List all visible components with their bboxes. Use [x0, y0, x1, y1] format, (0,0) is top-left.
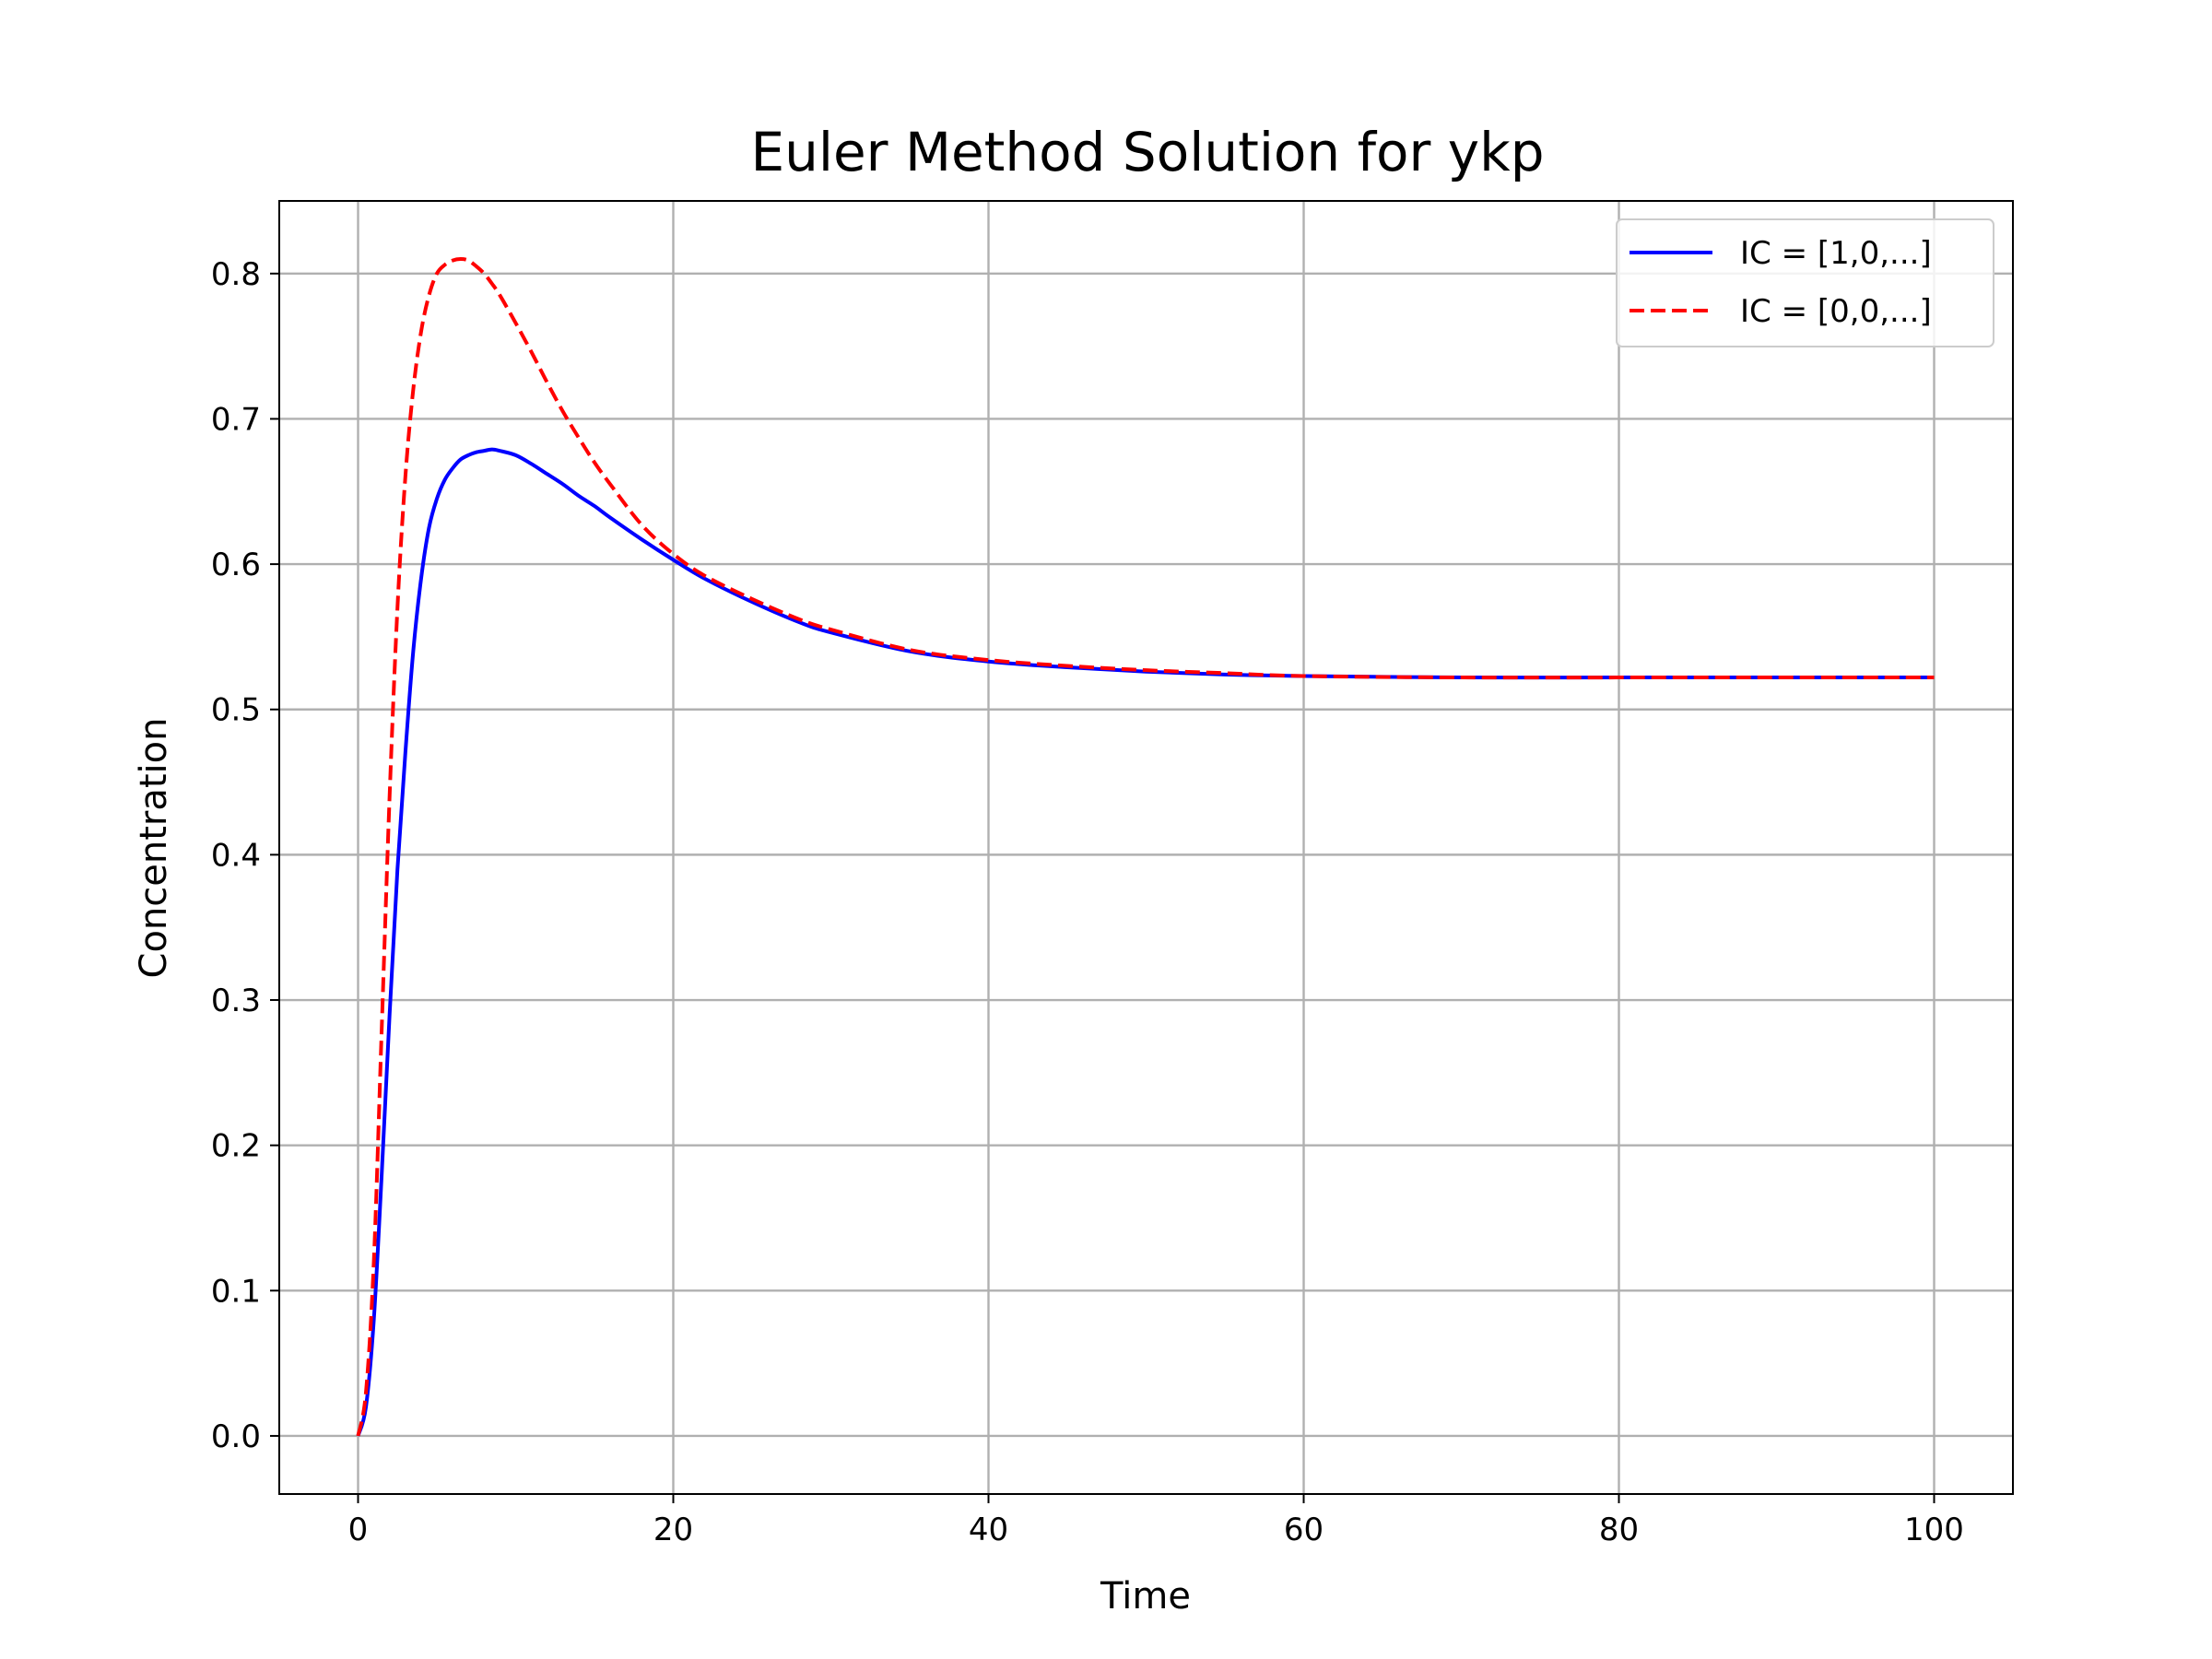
y-axis-label: Concentration	[133, 718, 175, 979]
legend-label-series-1: IC = [1,0,...]	[1740, 235, 1932, 272]
y-tick-label: 0.0	[211, 1418, 261, 1455]
x-tick-label: 0	[348, 1512, 369, 1548]
y-tick-label: 0.2	[211, 1128, 261, 1165]
y-tick-label: 0.3	[211, 982, 261, 1019]
x-tick-label: 100	[1904, 1512, 1964, 1548]
axis-ticks: 0 20 40 60 80 100 0.0 0.1 0.2 0.3 0.4 0.5 0.6 0.7 0.8	[211, 256, 1964, 1548]
y-tick-label: 0.5	[211, 692, 261, 729]
legend-label-series-2: IC = [0,0,...]	[1740, 293, 1932, 330]
y-tick-label: 0.4	[211, 837, 261, 874]
x-axis-label: Time	[1100, 1575, 1191, 1618]
x-tick-label: 80	[1599, 1512, 1639, 1548]
x-tick-label: 40	[969, 1512, 1008, 1548]
series-line-2	[356, 257, 1935, 1437]
y-tick-label: 0.1	[211, 1273, 261, 1310]
chart-title: Euler Method Solution for ykp	[750, 121, 1544, 183]
x-tick-label: 20	[653, 1512, 693, 1548]
grid	[279, 201, 2013, 1494]
legend: IC = [1,0,...] IC = [0,0,...]	[1616, 218, 1994, 347]
x-tick-label: 60	[1284, 1512, 1324, 1548]
series-group	[356, 257, 1935, 1437]
y-tick-label: 0.8	[211, 256, 261, 293]
plot-area-frame	[278, 200, 2014, 1495]
y-tick-label: 0.6	[211, 547, 261, 583]
y-tick-label: 0.7	[211, 401, 261, 438]
